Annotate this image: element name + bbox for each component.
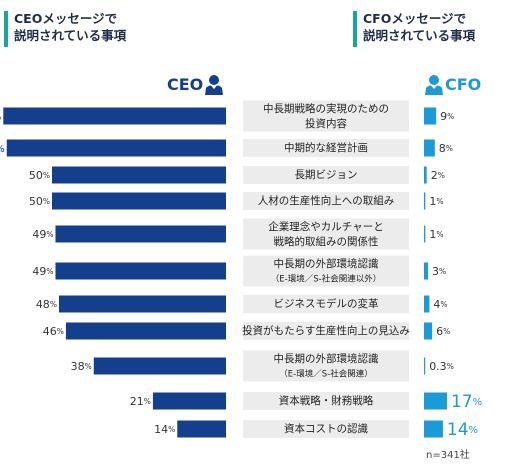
right-header-line1: CFOメッセージで (363, 11, 467, 26)
ceo-bar (55, 225, 227, 243)
cfo-person-icon (425, 75, 443, 95)
category-label: 人材の生産性向上への取組み (258, 194, 395, 207)
category-label-bg (243, 392, 409, 410)
category-label-bg (243, 420, 409, 438)
category-label: ビジネスモデルの変革 (274, 297, 379, 310)
category-label: 中期的な経営計画 (284, 141, 368, 154)
left-header-accent (4, 11, 8, 47)
ceo-bar (152, 392, 226, 410)
cfo-bar (424, 139, 435, 157)
cfo-value-label: 3% (432, 265, 446, 278)
ceo-value-label: 14% (154, 423, 175, 436)
category-label-bg (243, 322, 409, 340)
right-header-accent (353, 11, 357, 47)
ceo-value-label: 21% (130, 395, 151, 408)
category-label-bg (243, 192, 409, 210)
category-label-bg (243, 100, 409, 132)
ceo-bar (58, 295, 227, 313)
cfo-bar (424, 225, 426, 243)
left-header-line1: CEOメッセージで (14, 11, 118, 26)
category-label: 資本コストの認識 (284, 422, 368, 435)
sample-size-note: n=341社 (426, 446, 470, 461)
ceo-value-label: 48% (36, 298, 57, 311)
ceo-bar (65, 322, 226, 340)
ceo-value-label: 49% (32, 228, 53, 241)
category-label: 中長期の外部環境認識 (274, 352, 379, 365)
cfo-value-label: 14% (447, 420, 478, 440)
cfo-value-label: 2% (431, 169, 445, 182)
category-label: 戦略的取組みの関係性 (274, 235, 379, 248)
category-label: 中長期戦略の実現のための (263, 102, 389, 115)
category-label: 投資がもたらす生産性向上の見込み (242, 324, 410, 337)
category-label: 長期ビジョン (295, 169, 358, 181)
category-label-bg (243, 166, 409, 184)
cfo-bar (424, 166, 427, 184)
cfo-value-label: 1% (429, 228, 443, 241)
ceo-bar (55, 262, 227, 280)
category-label-bg (243, 218, 409, 250)
cfo-value-label: 9% (440, 110, 454, 123)
cfo-value-label: 17% (451, 392, 482, 412)
category-label: （E-環境／S-社会関連以外） (271, 274, 381, 285)
cfo-value-label: 1% (429, 195, 443, 208)
ceo-label-text: CEO (167, 75, 204, 94)
cfo-bar (424, 295, 430, 313)
cfo-value-label: 8% (439, 142, 453, 155)
right-header: CFOメッセージで 説明されている事項 (363, 10, 475, 44)
category-label: 投資内容 (305, 117, 347, 130)
ceo-value-label: 50% (29, 195, 50, 208)
ceo-label: CEO (167, 76, 203, 94)
category-label-bg (243, 139, 409, 157)
cfo-bar (424, 107, 437, 125)
cfo-bar (424, 420, 443, 438)
cfo-bar (424, 262, 429, 280)
category-label: （E-環境／S-社会関連） (279, 369, 372, 380)
ceo-value-label: 49% (32, 265, 53, 278)
ceo-bar (52, 192, 226, 210)
category-label: 資本戦略・財務戦略 (279, 394, 374, 407)
ceo-bar (3, 107, 227, 125)
ceo-bar (6, 139, 227, 157)
ceo-value-label: 38% (71, 360, 92, 373)
ceo-value-label: 63% (0, 139, 5, 159)
left-header: CEOメッセージで 説明されている事項 (14, 10, 126, 44)
cfo-bar (424, 322, 433, 340)
category-label: 企業理念やカルチャーと (268, 220, 383, 233)
category-label-bg (243, 295, 409, 313)
sample-size-text: n=341社 (426, 450, 470, 461)
cfo-value-label: 6% (436, 325, 450, 338)
ceo-value-label: 64% (0, 107, 1, 127)
cfo-value-label: 0.3% (429, 360, 454, 373)
cfo-label-text: CFO (445, 75, 482, 94)
ceo-value-label: 46% (43, 325, 64, 338)
ceo-value-label: 50% (29, 169, 50, 182)
ceo-bar (177, 420, 226, 438)
ceo-bar (93, 357, 226, 375)
cfo-label: CFO (445, 76, 481, 94)
category-label: 中長期の外部環境認識 (274, 257, 379, 270)
cfo-value-label: 4% (433, 298, 447, 311)
ceo-person-icon (205, 75, 223, 95)
ceo-bar (52, 166, 226, 184)
cfo-bar (424, 357, 426, 375)
right-header-line2: 説明されている事項 (363, 28, 476, 43)
category-label-bg (243, 255, 409, 287)
category-label-bg (243, 350, 409, 382)
left-header-line2: 説明されている事項 (14, 28, 127, 43)
cfo-bar (424, 392, 447, 410)
cfo-bar (424, 192, 426, 210)
